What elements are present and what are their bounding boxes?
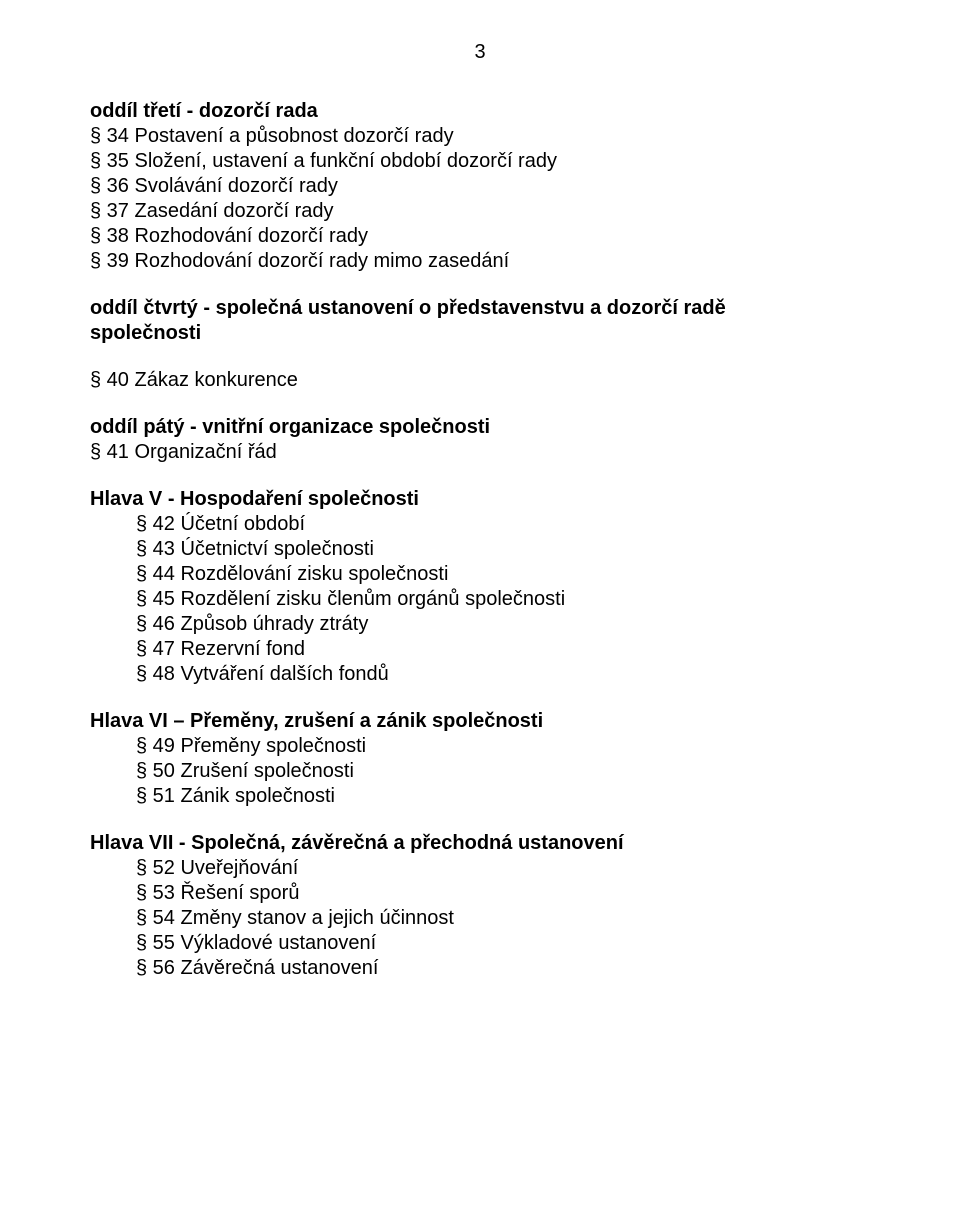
toc-item: § 35 Složení, ustavení a funkční období … (90, 149, 870, 174)
section-hlava-v: Hlava V - Hospodaření společnosti § 42 Ú… (90, 487, 870, 687)
toc-item: § 42 Účetní období (90, 512, 870, 537)
toc-item: § 43 Účetnictví společnosti (90, 537, 870, 562)
section-oddil-ctvrty: oddíl čtvrtý - společná ustanovení o pře… (90, 296, 870, 393)
toc-item: § 56 Závěrečná ustanovení (90, 956, 870, 981)
heading: Hlava VII - Společná, závěrečná a přecho… (90, 831, 870, 856)
toc-item: § 37 Zasedání dozorčí rady (90, 199, 870, 224)
toc-item: § 50 Zrušení společnosti (90, 759, 870, 784)
heading-line-2: společnosti (90, 321, 870, 346)
toc-item: § 54 Změny stanov a jejich účinnost (90, 906, 870, 931)
toc-item: § 49 Přeměny společnosti (90, 734, 870, 759)
toc-item: § 47 Rezervní fond (90, 637, 870, 662)
toc-item: § 41 Organizační řád (90, 440, 870, 465)
toc-item: § 36 Svolávání dozorčí rady (90, 174, 870, 199)
heading: Hlava V - Hospodaření společnosti (90, 487, 870, 512)
section-hlava-vi: Hlava VI – Přeměny, zrušení a zánik spol… (90, 709, 870, 809)
toc-item: § 53 Řešení sporů (90, 881, 870, 906)
toc-item: § 46 Způsob úhrady ztráty (90, 612, 870, 637)
heading: oddíl pátý - vnitřní organizace společno… (90, 415, 870, 440)
toc-item: § 52 Uveřejňování (90, 856, 870, 881)
toc-item: § 48 Vytváření dalších fondů (90, 662, 870, 687)
toc-item: § 45 Rozdělení zisku členům orgánů spole… (90, 587, 870, 612)
toc-item: § 38 Rozhodování dozorčí rady (90, 224, 870, 249)
toc-item: § 51 Zánik společnosti (90, 784, 870, 809)
heading-line-1: oddíl čtvrtý - společná ustanovení o pře… (90, 296, 870, 321)
toc-item: § 40 Zákaz konkurence (90, 368, 870, 393)
toc-item: § 39 Rozhodování dozorčí rady mimo zased… (90, 249, 870, 274)
heading: oddíl třetí - dozorčí rada (90, 99, 870, 124)
page-number: 3 (90, 40, 870, 65)
section-hlava-vii: Hlava VII - Společná, závěrečná a přecho… (90, 831, 870, 981)
toc-item: § 44 Rozdělování zisku společnosti (90, 562, 870, 587)
toc-item: § 55 Výkladové ustanovení (90, 931, 870, 956)
section-oddil-treti: oddíl třetí - dozorčí rada § 34 Postaven… (90, 99, 870, 274)
toc-item: § 34 Postavení a působnost dozorčí rady (90, 124, 870, 149)
heading: Hlava VI – Přeměny, zrušení a zánik spol… (90, 709, 870, 734)
section-oddil-paty: oddíl pátý - vnitřní organizace společno… (90, 415, 870, 465)
